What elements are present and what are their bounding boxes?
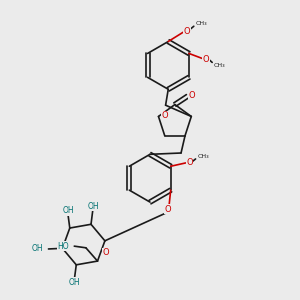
- Text: O: O: [186, 158, 193, 167]
- Text: OH: OH: [88, 202, 99, 211]
- Text: CH₃: CH₃: [197, 154, 209, 160]
- Text: O: O: [103, 248, 110, 257]
- Text: OH: OH: [69, 278, 80, 286]
- Text: O: O: [184, 27, 190, 36]
- Text: HO: HO: [58, 242, 69, 251]
- Text: CH₃: CH₃: [196, 21, 207, 26]
- Text: O: O: [161, 111, 168, 120]
- Text: O: O: [188, 91, 195, 100]
- Text: O: O: [203, 55, 209, 64]
- Text: OH: OH: [32, 244, 43, 253]
- Text: OH: OH: [62, 206, 74, 215]
- Text: O: O: [165, 205, 171, 214]
- Text: CH₃: CH₃: [214, 63, 225, 68]
